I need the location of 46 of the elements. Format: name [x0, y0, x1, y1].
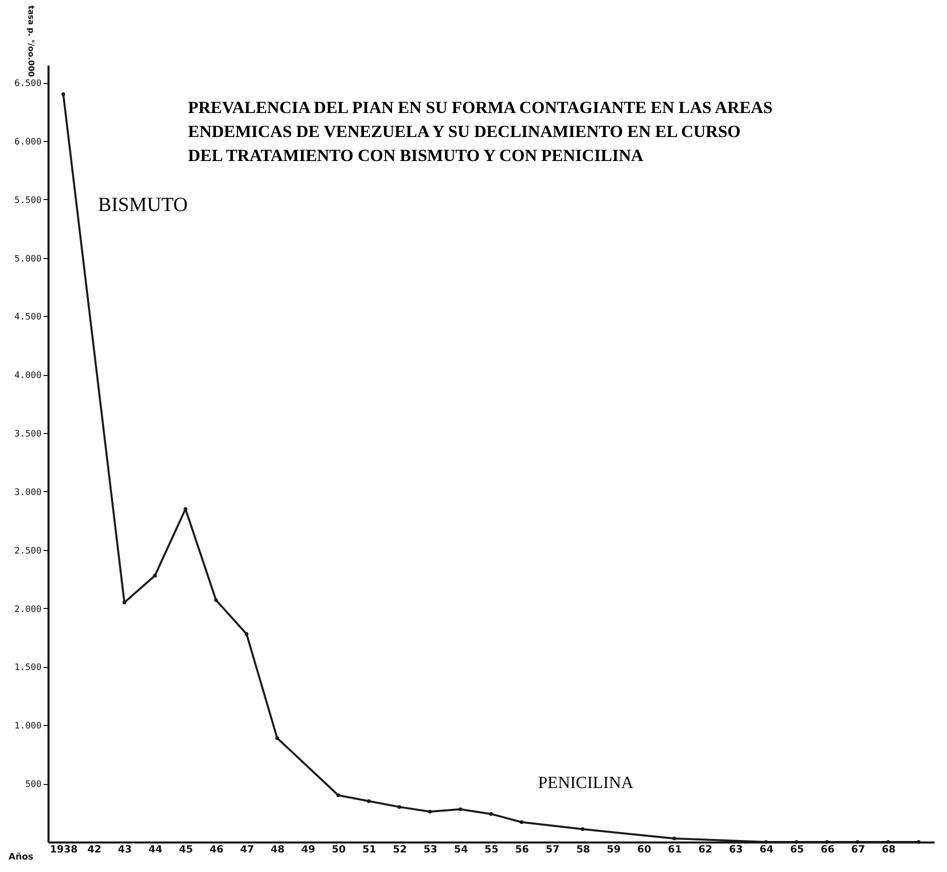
y-tick-label: 500	[25, 780, 42, 790]
x-tick-label: 52	[392, 844, 407, 856]
y-tick-label: 2.000	[14, 604, 42, 615]
x-tick-label: 43	[118, 844, 132, 856]
y-tick-label: 1.000	[14, 722, 42, 732]
x-tick-label: 56	[515, 844, 530, 856]
y-tick-label: 5.000	[14, 254, 42, 264]
annotation: PENICILINA	[538, 773, 634, 792]
x-tick-label: 47	[240, 844, 254, 856]
x-tick-label: 67	[851, 844, 866, 856]
x-tick-label: 50	[332, 844, 346, 856]
x-tick-label: 46	[210, 844, 224, 856]
x-tick-label: 55	[484, 844, 498, 856]
x-tick-label: 63	[728, 844, 743, 856]
y-tick-label: 2.500	[14, 546, 42, 556]
annotation: BISMUTO	[98, 194, 188, 216]
y-tick-label: 6.500	[14, 79, 42, 90]
x-tick-label: 61	[668, 844, 682, 856]
x-tick-label: 62	[698, 844, 712, 856]
x-tick-label: 44	[148, 844, 162, 856]
x-axis-title: Años	[8, 852, 34, 862]
x-tick-label: 1938	[50, 844, 78, 856]
x-tick-label: 64	[760, 844, 774, 856]
y-tick-label: 3.500	[14, 430, 42, 440]
text: PREVALENCIA DEL PIAN EN SU FORMA CONTAGIANTE EN LAS AREAS ENDEMICAS DE VENEZUELA Y SU DECLINAMIENTO EN EL CURSO DEL TRATAMIENTO CON BISMUTO Y CON PENICILINA	[188, 98, 773, 165]
y-tick-label: 4.500	[14, 312, 42, 323]
x-tick-label: 66	[820, 844, 835, 856]
x-tick-label: 57	[546, 844, 560, 856]
x-tick-label: 51	[362, 844, 376, 856]
y-tick-label: 1.500	[14, 663, 42, 674]
x-tick-label: 48	[270, 844, 285, 856]
y-tick-label: 5.500	[14, 196, 42, 206]
x-tick-label: 58	[576, 844, 590, 856]
x-tick-label: 53	[423, 844, 438, 856]
x-tick-label: 60	[637, 844, 652, 856]
x-tick-label: 49	[301, 844, 316, 856]
x-tick-label: 65	[790, 844, 804, 856]
y-tick-label: 4.000	[14, 371, 42, 382]
y-tick-label: 6.000	[14, 137, 42, 148]
y-tick-label: 3.000	[14, 488, 42, 498]
x-tick-label: 59	[606, 844, 621, 856]
x-tick-label: 42	[87, 844, 102, 856]
x-tick-label: 54	[454, 844, 468, 856]
y-axis-title: tasa p. °/oo.000	[26, 6, 36, 78]
x-tick-label: 45	[179, 844, 193, 856]
x-tick-label: 68	[882, 844, 896, 856]
